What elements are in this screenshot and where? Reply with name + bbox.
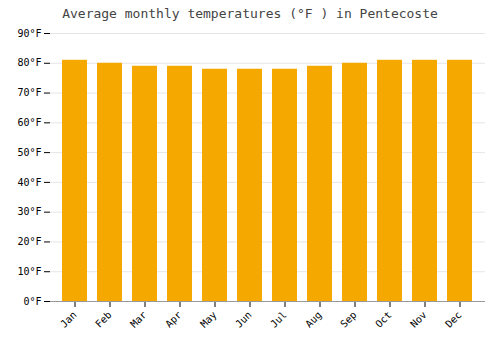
svg-text:30°F: 30°F xyxy=(17,206,41,217)
svg-text:0°F: 0°F xyxy=(23,296,41,307)
svg-text:Sep: Sep xyxy=(338,309,359,330)
svg-text:70°F: 70°F xyxy=(17,87,41,98)
svg-text:40°F: 40°F xyxy=(17,177,41,188)
svg-text:Aug: Aug xyxy=(303,309,324,330)
svg-text:Feb: Feb xyxy=(93,309,114,330)
svg-text:60°F: 60°F xyxy=(17,117,41,128)
svg-text:80°F: 80°F xyxy=(17,57,41,68)
svg-text:Jan: Jan xyxy=(58,309,79,330)
svg-text:20°F: 20°F xyxy=(17,236,41,247)
svg-text:Oct: Oct xyxy=(373,309,394,330)
svg-text:90°F: 90°F xyxy=(17,28,41,39)
svg-text:Jun: Jun xyxy=(233,309,254,330)
svg-text:Dec: Dec xyxy=(443,309,464,330)
svg-text:Nov: Nov xyxy=(408,309,429,330)
svg-text:Mar: Mar xyxy=(128,309,149,330)
svg-text:May: May xyxy=(198,309,219,330)
svg-text:50°F: 50°F xyxy=(17,147,41,158)
html-text:Average monthly temperatures (: Average monthly temperatures (°F ) in Pe… xyxy=(62,6,438,21)
svg-text:Jul: Jul xyxy=(268,309,289,330)
svg-text:10°F: 10°F xyxy=(17,266,41,277)
svg-text:Apr: Apr xyxy=(163,309,184,330)
